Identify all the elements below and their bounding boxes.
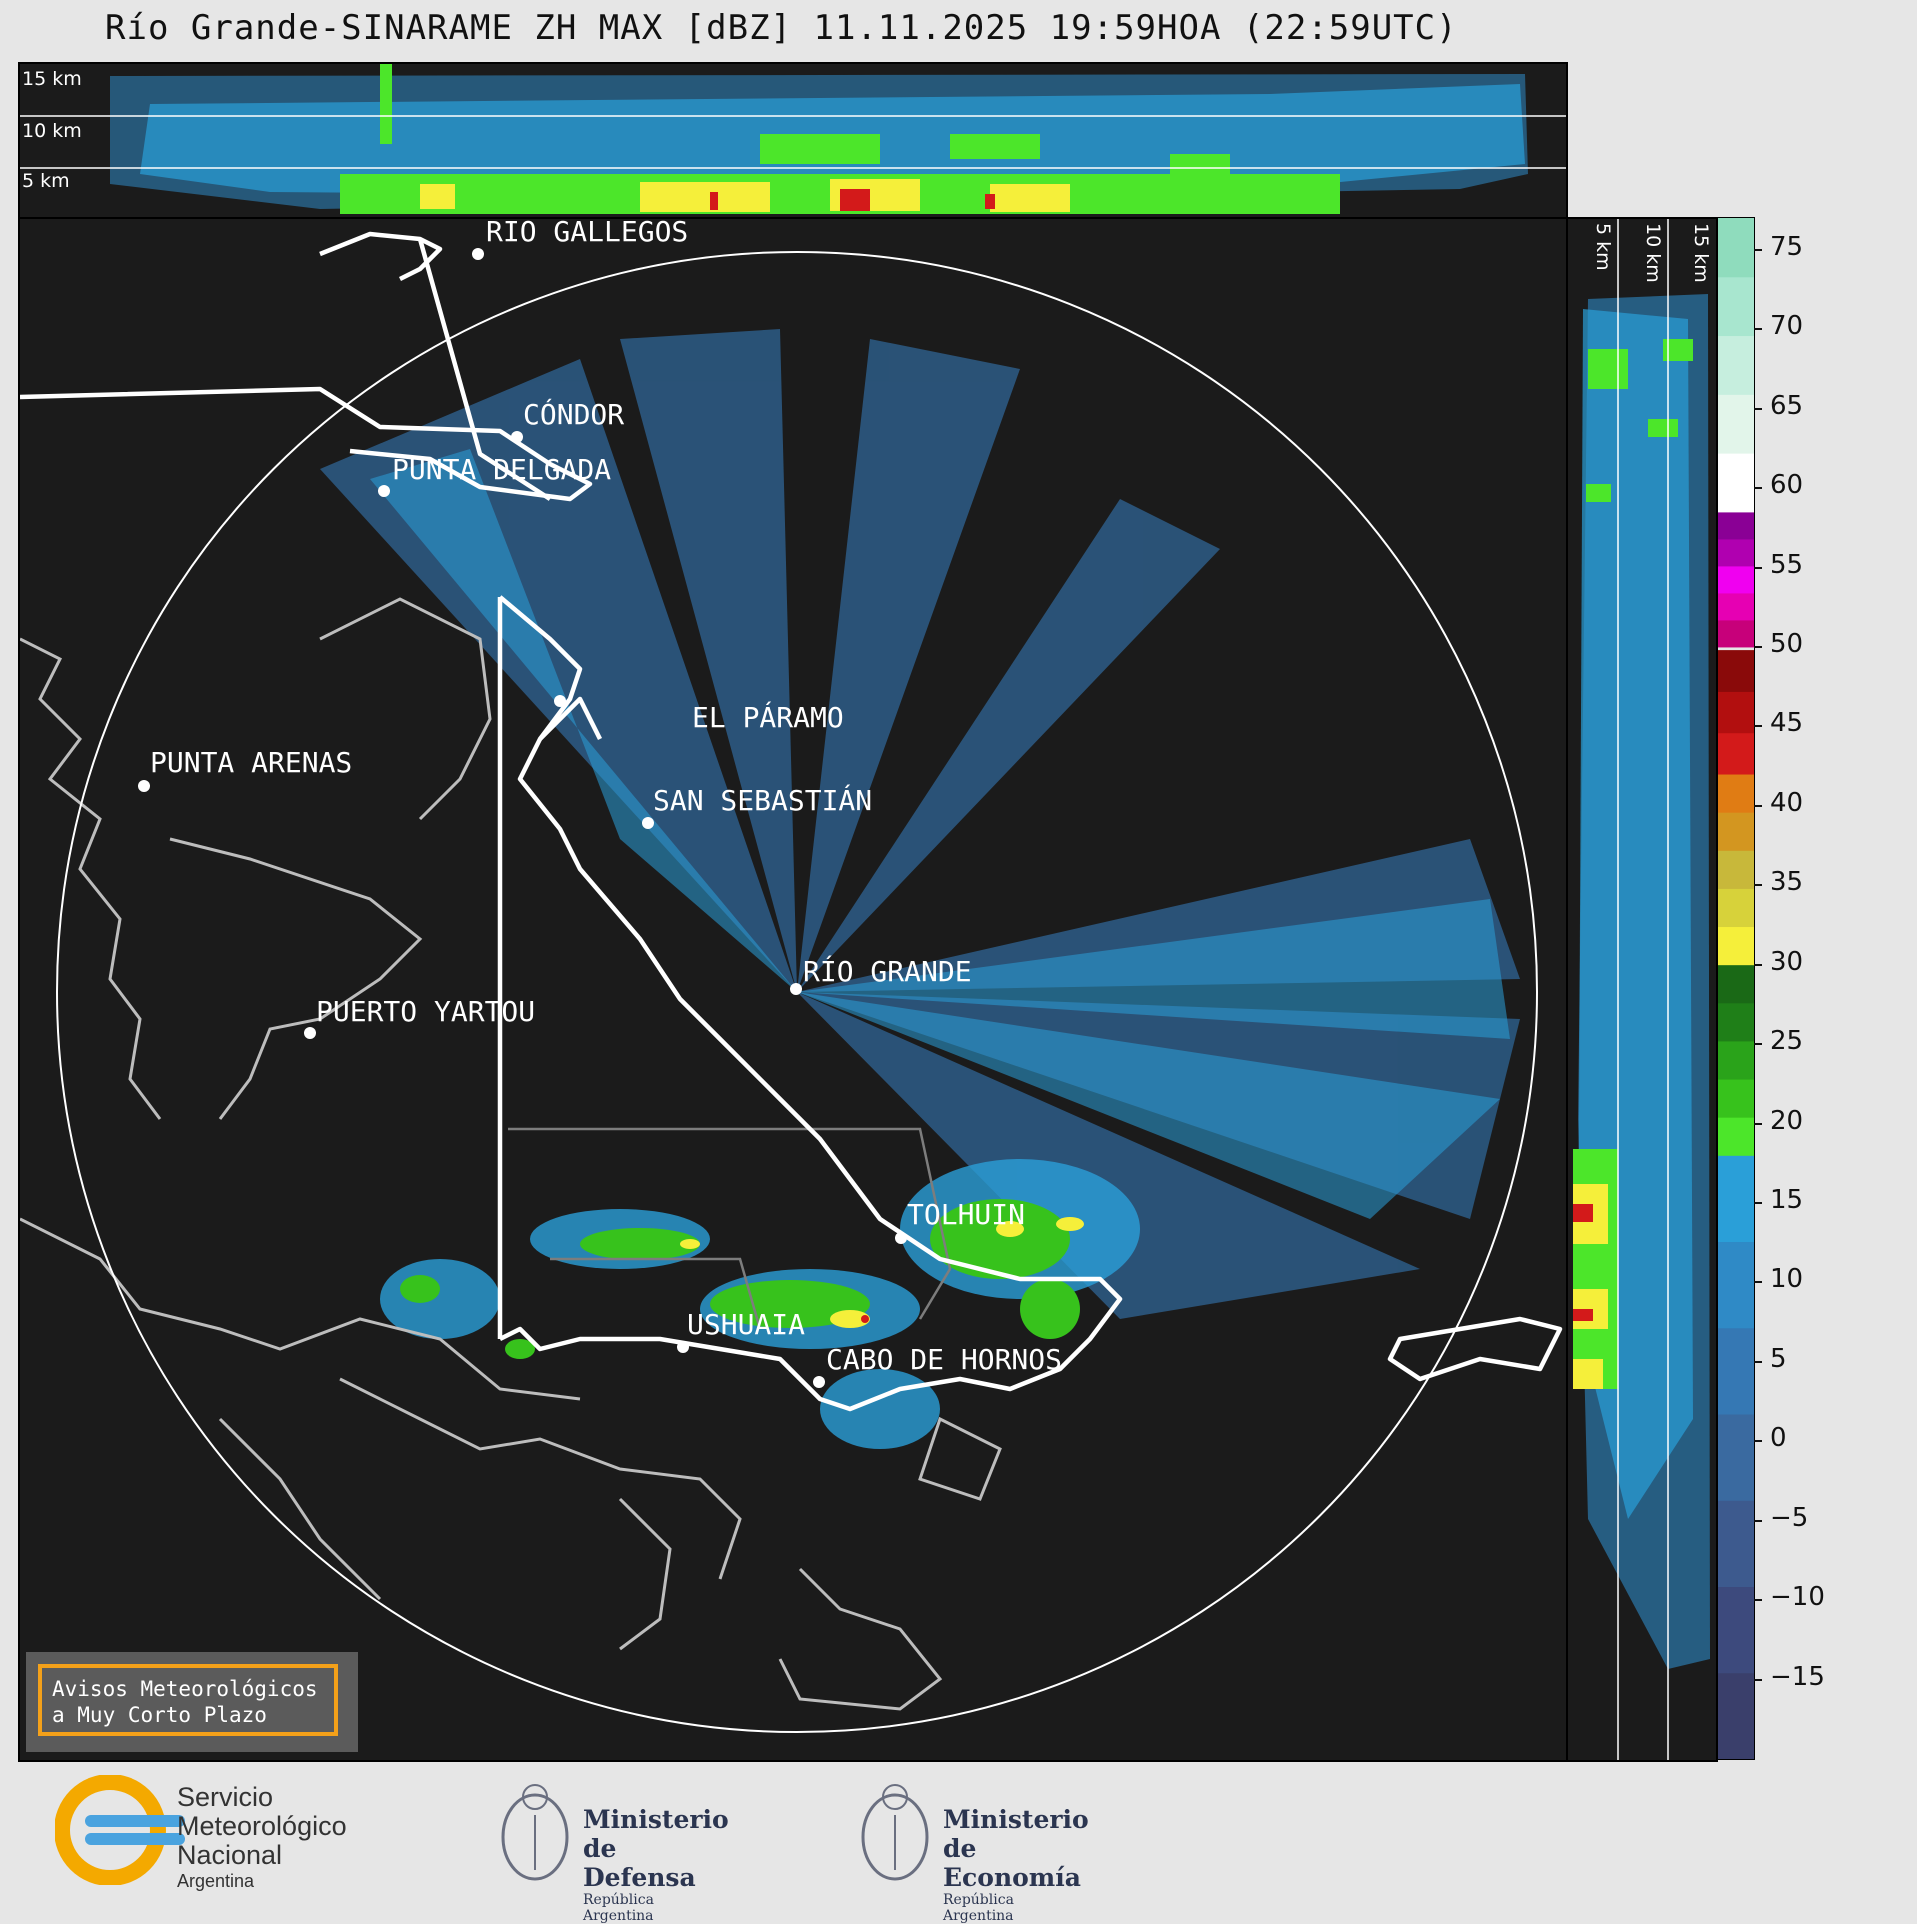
colorbar-band xyxy=(1718,774,1754,813)
ministerio-economia-logo: Ministerio de Economía República Argenti… xyxy=(855,1775,1089,1924)
colorbar-tick-label: 50 xyxy=(1770,628,1804,659)
side-height-label-10km: 10 km xyxy=(1642,223,1664,283)
colorbar-band xyxy=(1718,1155,1754,1243)
radar-range-circle xyxy=(56,251,1538,1733)
colorbar-band xyxy=(1718,650,1754,692)
city-label-ushuaia: USHUAIA xyxy=(687,1308,805,1341)
colorbar-band xyxy=(1718,335,1754,395)
colorbar xyxy=(1717,217,1755,1760)
top-cross-section-image xyxy=(20,64,1566,214)
defensa-line-1: Ministerio xyxy=(583,1805,729,1834)
colorbar-tick-label: −10 xyxy=(1770,1582,1825,1613)
colorbar-band xyxy=(1718,592,1754,621)
colorbar-tick-label: 75 xyxy=(1770,231,1804,262)
colorbar-band xyxy=(1718,453,1754,513)
colorbar-band xyxy=(1718,511,1754,540)
colorbar-tick-label: 70 xyxy=(1770,311,1804,342)
colorbar-tick-label: −15 xyxy=(1770,1661,1825,1692)
colorbar-band xyxy=(1718,691,1754,734)
colorbar-tick-label: −5 xyxy=(1770,1502,1809,1533)
radar-echo-layer xyxy=(320,329,1520,1449)
side-cross-section-image xyxy=(1573,219,1710,1760)
colorbar-band xyxy=(1718,276,1754,337)
city-label-cabo-de-hornos: CABO DE HORNOS xyxy=(826,1343,1062,1376)
height-label-10km: 10 km xyxy=(22,120,82,142)
coat-of-arms-icon xyxy=(861,1784,929,1881)
city-markers xyxy=(138,248,907,1388)
colorbar-tick-label: 25 xyxy=(1770,1026,1804,1057)
colorbar-tick-label: 15 xyxy=(1770,1184,1804,1215)
economia-line-1: Ministerio xyxy=(943,1805,1089,1834)
colorbar-band xyxy=(1718,565,1754,594)
colorbar-band xyxy=(1718,1117,1754,1156)
colorbar-tick-label: 30 xyxy=(1770,946,1804,977)
city-label-rio-grande: RÍO GRANDE xyxy=(803,954,972,988)
city-label-puerto-yartou: PUERTO YARTOU xyxy=(316,995,535,1028)
colorbar-band xyxy=(1718,619,1754,648)
colorbar-band xyxy=(1718,732,1754,775)
colorbar-band xyxy=(1718,1672,1754,1759)
colorbar-tick-label: 45 xyxy=(1770,708,1804,739)
colorbar-tick-label: 40 xyxy=(1770,787,1804,818)
colorbar-tick-label: 60 xyxy=(1770,470,1804,501)
radar-map: RÍO GALLEGOS CÓNDOR PUNTA DELGADA EL PÁR… xyxy=(20,219,1563,1733)
city-label-tolhuin: TOLHUIN xyxy=(907,1198,1025,1231)
colorbar-band xyxy=(1718,1079,1754,1118)
side-cross-section-panel: 5 km 10 km 15 km xyxy=(1566,217,1718,1762)
colorbar-ticks: 75 70 65 60 55 50 45 40 35 30 25 20 15 10 5 0 −5 −10 −15 xyxy=(1754,217,1904,1758)
top-cross-section-panel: 15 km 10 km 5 km xyxy=(18,62,1568,219)
colorbar-band xyxy=(1718,394,1754,454)
colorbar-tick-label: 35 xyxy=(1770,867,1804,898)
smn-logo-icon xyxy=(54,1774,185,1886)
colorbar-band xyxy=(1718,1002,1754,1042)
coat-of-arms-icon xyxy=(501,1784,569,1881)
warning-notice-box[interactable]: Avisos Meteorológicos a Muy Corto Plazo xyxy=(26,1652,358,1752)
smn-line-2: Meteorológico xyxy=(177,1811,347,1841)
smn-line-4: Argentina xyxy=(177,1871,255,1891)
map-title: Río Grande-SINARAME ZH MAX [dBZ] 11.11.2… xyxy=(105,8,1458,48)
height-label-5km: 5 km xyxy=(22,170,70,192)
colorbar-band xyxy=(1718,218,1754,278)
defensa-line-3: República Argentina xyxy=(583,1892,654,1924)
notice-line-2: a Muy Corto Plazo xyxy=(52,1703,267,1727)
colorbar-tick-label: 65 xyxy=(1770,390,1804,421)
city-label-condor: CÓNDOR xyxy=(523,397,624,431)
colorbar-band xyxy=(1718,926,1754,966)
city-label-san-sebastian: SAN SEBASTIÁN xyxy=(653,783,872,817)
city-label-rio-gallegos: RÍO GALLEGOS xyxy=(486,219,688,248)
smn-line-3: Nacional xyxy=(177,1840,283,1870)
boundary-lines xyxy=(20,231,1563,1412)
colorbar-band xyxy=(1718,1500,1754,1588)
height-label-15km: 15 km xyxy=(22,68,82,90)
colorbar-tick-label: 20 xyxy=(1770,1105,1804,1136)
colorbar-band xyxy=(1718,964,1754,1004)
smn-logo: Servicio Meteorológico Nacional Argentin… xyxy=(54,1774,347,1891)
colorbar-tick-label: 55 xyxy=(1770,549,1804,580)
colorbar-tick-label: 0 xyxy=(1770,1423,1787,1454)
colorbar-band xyxy=(1718,538,1754,567)
colorbar-band xyxy=(1718,888,1754,928)
colorbar-band xyxy=(1718,812,1754,851)
city-label-punta-delgada: PUNTA DELGADA xyxy=(392,453,611,486)
ministerio-defensa-logo: Ministerio de Defensa República Argentin… xyxy=(495,1775,729,1924)
defensa-line-2: de Defensa xyxy=(583,1834,696,1892)
radar-map-panel: RÍO GALLEGOS CÓNDOR PUNTA DELGADA EL PÁR… xyxy=(18,217,1568,1762)
colorbar-band xyxy=(1718,1586,1754,1674)
city-label-punta-arenas: PUNTA ARENAS xyxy=(150,746,352,779)
colorbar-band xyxy=(1718,1241,1754,1329)
colorbar-band xyxy=(1718,1327,1754,1415)
economia-line-2: de Economía xyxy=(943,1834,1081,1892)
colorbar-band xyxy=(1718,850,1754,889)
colorbar-tick-label: 5 xyxy=(1770,1343,1787,1374)
colorbar-tick-label: 10 xyxy=(1770,1264,1804,1295)
city-label-el-paramo: EL PÁRAMO xyxy=(692,700,844,734)
colorbar-band xyxy=(1718,1040,1754,1080)
side-height-label-5km: 5 km xyxy=(1592,223,1614,271)
smn-line-1: Servicio xyxy=(177,1782,274,1812)
notice-line-1: Avisos Meteorológicos xyxy=(52,1677,318,1701)
economia-line-3: República Argentina xyxy=(943,1892,1014,1924)
side-height-label-15km: 15 km xyxy=(1690,223,1712,283)
colorbar-gradient xyxy=(1718,218,1754,1759)
colorbar-band xyxy=(1718,1414,1754,1501)
